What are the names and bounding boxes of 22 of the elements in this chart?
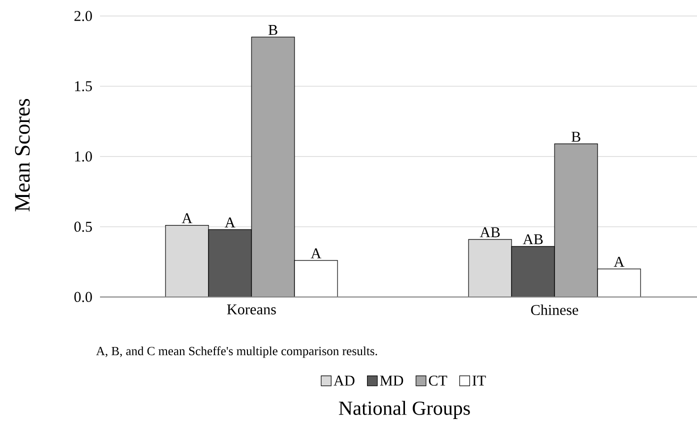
legend-label: AD	[334, 376, 354, 386]
data-label: AB	[522, 234, 543, 244]
data-label: A	[182, 213, 192, 224]
data-label: A	[224, 218, 236, 228]
y-tick-label: 0.5	[74, 222, 92, 232]
legend-label: MD	[380, 376, 404, 386]
data-label: B	[572, 132, 580, 142]
y-tick-label: 1.5	[75, 81, 92, 92]
data-label: A	[310, 248, 322, 258]
y-tick-label: 1.0	[75, 151, 92, 162]
legend-label: CT	[428, 376, 448, 386]
text: A, B, and C mean Scheffe's multiple comparison results.	[96, 346, 378, 358]
x-tick-label: Koreans	[227, 304, 276, 314]
x-tick-label: Chinese	[531, 304, 578, 316]
data-label: AB	[480, 227, 500, 238]
legend-label: IT	[472, 376, 486, 386]
y-tick-label: 0.0	[74, 292, 92, 302]
y-axis-title: Mean Scores	[15, 98, 30, 212]
data-label: A	[614, 256, 624, 267]
data-label: B	[268, 25, 278, 35]
y-tick-label: 2.0	[74, 10, 92, 22]
x-axis-title: National Groups	[338, 400, 470, 419]
